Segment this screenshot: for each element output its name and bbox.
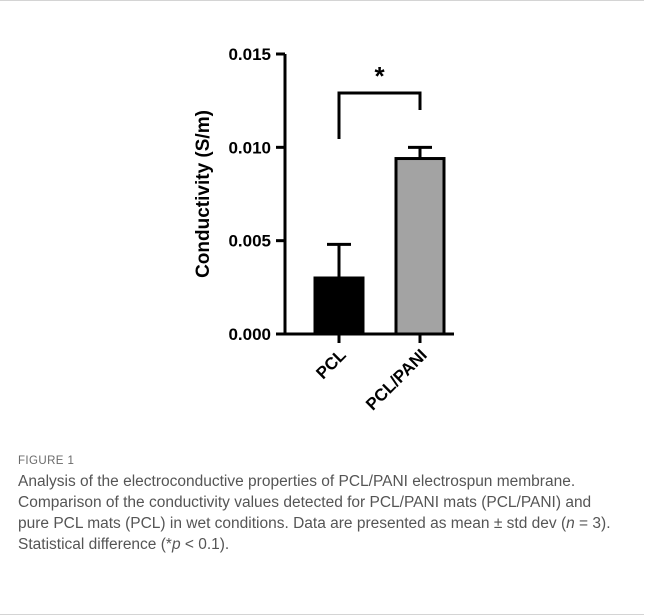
figure-caption: FIGURE 1 Analysis of the electroconducti… <box>18 455 618 555</box>
y-tick-label: 0.000 <box>228 325 271 344</box>
figure-label: FIGURE 1 <box>18 455 75 467</box>
y-tick-label: 0.010 <box>228 138 271 157</box>
y-tick-label: 0.015 <box>228 45 271 64</box>
bar-chart: 0.000 0.005 0.010 0.015 Conductivity (S/m) PC… <box>193 45 454 414</box>
y-tick-label: 0.005 <box>228 232 271 251</box>
significance-star: * <box>374 61 385 91</box>
x-tick-label: PCL <box>312 345 349 382</box>
x-tick-label: PCL/PANI <box>362 345 431 414</box>
bar-pcl <box>313 276 365 336</box>
y-axis-label: Conductivity (S/m) <box>193 110 214 278</box>
significance-bracket <box>337 91 422 139</box>
bar-pcl-pani <box>394 157 446 336</box>
figure-caption-text: Analysis of the electroconductive proper… <box>18 473 611 553</box>
